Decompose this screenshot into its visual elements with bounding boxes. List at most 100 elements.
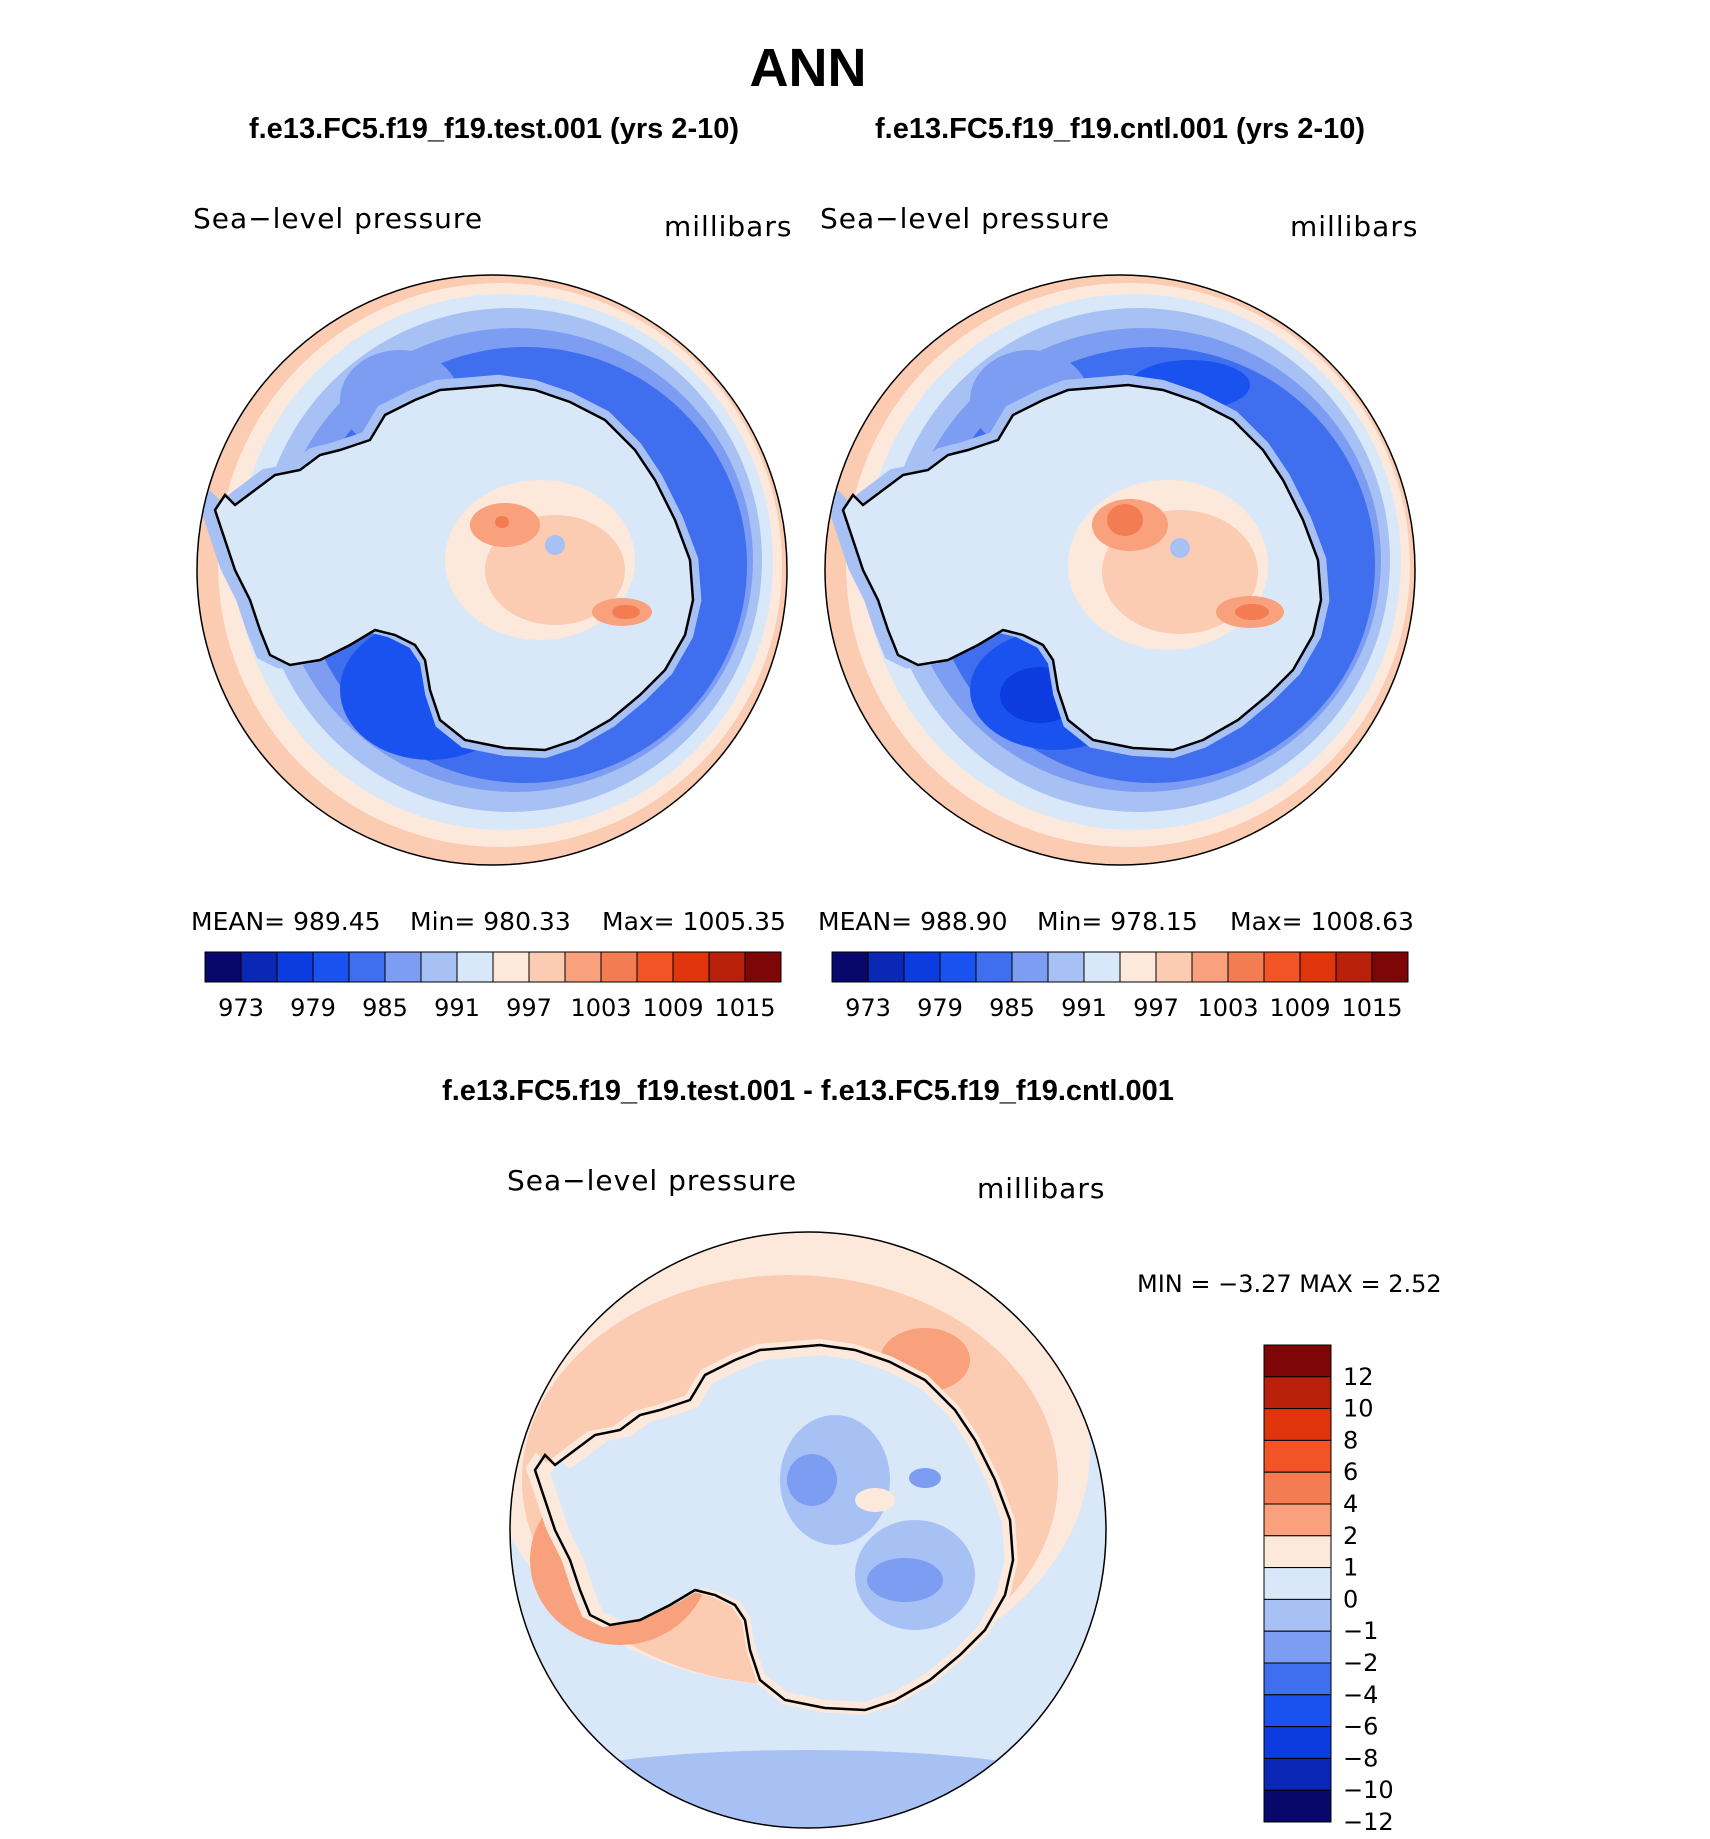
colorbar-cntl-swatch bbox=[975, 951, 1013, 983]
cntl-map bbox=[825, 275, 1415, 865]
colorbar-diff-swatch bbox=[1263, 1789, 1332, 1823]
colorbar-diff-swatch bbox=[1263, 1757, 1332, 1791]
colorbar-diff-swatch bbox=[1263, 1630, 1332, 1664]
colorbar-test-swatch bbox=[384, 951, 422, 983]
colorbar-diff-swatch bbox=[1263, 1344, 1332, 1378]
colorbar-test-swatch bbox=[456, 951, 494, 983]
colorbar-cntl-tick-label: 985 bbox=[989, 994, 1035, 1022]
test-mean: MEAN= 989.45 bbox=[191, 907, 381, 936]
colorbar-cntl-swatch bbox=[1119, 951, 1157, 983]
colorbar-test: 973 979 985 991 997 1003 1009 1015 bbox=[204, 951, 782, 1022]
colorbar-diff-tick-label: −12 bbox=[1343, 1808, 1394, 1836]
colorbar-cntl-swatch bbox=[1371, 951, 1409, 983]
colorbar-diff-swatch bbox=[1263, 1503, 1332, 1537]
colorbar-cntl-swatch bbox=[1155, 951, 1193, 983]
colorbar-cntl-swatch bbox=[1191, 951, 1229, 983]
colorbar-test-swatch bbox=[528, 951, 566, 983]
colorbar-cntl-swatch bbox=[1047, 951, 1085, 983]
cntl-mean: MEAN= 988.90 bbox=[818, 907, 1008, 936]
test-case-title: f.e13.FC5.f19_f19.test.001 (yrs 2-10) bbox=[249, 113, 739, 145]
colorbar-diff-tick-label: 8 bbox=[1343, 1426, 1358, 1454]
colorbar-test-tick-label: 1003 bbox=[570, 994, 631, 1022]
colorbar-diff-swatch bbox=[1263, 1598, 1332, 1632]
colorbar-diff-tick-label: 0 bbox=[1343, 1585, 1358, 1613]
colorbar-diff-swatch bbox=[1263, 1408, 1332, 1441]
cntl-min: Min= 978.15 bbox=[1037, 907, 1198, 936]
colorbar-test-tick-label: 1015 bbox=[714, 994, 775, 1022]
colorbar-diff-swatch bbox=[1263, 1726, 1332, 1759]
colorbar-cntl-swatch bbox=[1299, 951, 1337, 983]
test-units-label: millibars bbox=[664, 210, 792, 243]
colorbar-cntl-swatch bbox=[1011, 951, 1049, 983]
colorbar-diff-tick-label: 12 bbox=[1343, 1363, 1374, 1391]
colorbar-diff-swatch bbox=[1263, 1439, 1332, 1473]
colorbar-test-tick-label: 985 bbox=[362, 994, 408, 1022]
main-title: ANN bbox=[750, 38, 867, 98]
colorbar-test-swatch bbox=[564, 951, 602, 983]
colorbar-cntl-swatch bbox=[1263, 951, 1301, 983]
colorbar-cntl-tick-label: 997 bbox=[1133, 994, 1179, 1022]
colorbar-diff-tick-label: 6 bbox=[1343, 1458, 1358, 1486]
colorbar-diff-tick-label: 2 bbox=[1343, 1522, 1358, 1550]
colorbar-diff-swatch bbox=[1263, 1535, 1332, 1569]
colorbar-diff-tick-label: 4 bbox=[1343, 1490, 1358, 1518]
diff-map bbox=[510, 1232, 1106, 1828]
colorbar-test-swatch bbox=[672, 951, 710, 983]
colorbar-diff-tick-label: −1 bbox=[1343, 1617, 1378, 1645]
colorbar-diff-tick-label: 10 bbox=[1343, 1395, 1374, 1423]
colorbar-diff-tick-label: 1 bbox=[1343, 1554, 1358, 1582]
colorbar-diff-swatch bbox=[1263, 1471, 1332, 1505]
colorbar-cntl-swatch bbox=[903, 951, 941, 983]
colorbar-test-swatch bbox=[312, 951, 350, 983]
diff-minmax: MIN = −3.27 MAX = 2.52 bbox=[1137, 1270, 1442, 1298]
colorbar-cntl-swatch bbox=[867, 951, 905, 983]
panel-diff: f.e13.FC5.f19_f19.test.001 - f.e13.FC5.f… bbox=[442, 1075, 1442, 1836]
colorbar-test-swatch bbox=[240, 951, 278, 983]
colorbar-cntl-swatch bbox=[939, 951, 977, 983]
colorbar-test-swatch bbox=[744, 951, 782, 983]
colorbar-diff-tick-label: −10 bbox=[1343, 1776, 1394, 1804]
colorbar-cntl-swatch bbox=[1335, 951, 1373, 983]
colorbar-cntl-tick-label: 979 bbox=[917, 994, 963, 1022]
diff-units-label: millibars bbox=[977, 1172, 1105, 1205]
colorbar-cntl-swatch bbox=[1083, 951, 1121, 983]
colorbar-test-swatch bbox=[276, 951, 314, 983]
colorbar-diff-tick-label: −8 bbox=[1343, 1744, 1378, 1772]
cntl-variable-label: Sea−level pressure bbox=[820, 202, 1110, 235]
cntl-units-label: millibars bbox=[1290, 210, 1418, 243]
colorbar-cntl: 973 979 985 991 997 1003 1009 1015 bbox=[831, 951, 1409, 1022]
colorbar-test-swatch bbox=[348, 951, 386, 983]
colorbar-test-swatch bbox=[708, 951, 746, 983]
colorbar-cntl-tick-label: 991 bbox=[1061, 994, 1107, 1022]
colorbar-test-swatch bbox=[492, 951, 530, 983]
test-max: Max= 1005.35 bbox=[602, 907, 786, 936]
colorbar-test-swatch bbox=[636, 951, 674, 983]
colorbar-diff-tick-label: −6 bbox=[1343, 1713, 1378, 1741]
colorbar-test-tick-label: 991 bbox=[434, 994, 480, 1022]
colorbar-cntl-tick-label: 973 bbox=[845, 994, 891, 1022]
panel-test: f.e13.FC5.f19_f19.test.001 (yrs 2-10) Se… bbox=[191, 113, 792, 1022]
colorbar-diff-tick-label: −4 bbox=[1343, 1681, 1378, 1709]
colorbar-test-tick-label: 1009 bbox=[642, 994, 703, 1022]
test-variable-label: Sea−level pressure bbox=[193, 202, 483, 235]
colorbar-cntl-swatch bbox=[831, 951, 869, 983]
colorbar-diff-swatch bbox=[1263, 1567, 1332, 1600]
diff-variable-label: Sea−level pressure bbox=[507, 1164, 797, 1197]
cntl-max: Max= 1008.63 bbox=[1230, 907, 1414, 936]
cntl-case-title: f.e13.FC5.f19_f19.cntl.001 (yrs 2-10) bbox=[875, 113, 1365, 145]
colorbar-test-tick-label: 997 bbox=[506, 994, 552, 1022]
panel-cntl: f.e13.FC5.f19_f19.cntl.001 (yrs 2-10) Se… bbox=[818, 113, 1418, 1022]
colorbar-test-swatch bbox=[204, 951, 242, 983]
colorbar-cntl-swatch bbox=[1227, 951, 1265, 983]
colorbar-diff-swatch bbox=[1263, 1662, 1332, 1696]
colorbar-diff-swatch bbox=[1263, 1376, 1332, 1410]
test-min: Min= 980.33 bbox=[410, 907, 571, 936]
colorbar-test-swatch bbox=[420, 951, 458, 983]
colorbar-diff-swatch bbox=[1263, 1694, 1332, 1728]
test-map bbox=[197, 275, 787, 865]
colorbar-cntl-tick-label: 1003 bbox=[1197, 994, 1258, 1022]
colorbar-test-tick-label: 979 bbox=[290, 994, 336, 1022]
diff-title: f.e13.FC5.f19_f19.test.001 - f.e13.FC5.f… bbox=[442, 1075, 1174, 1107]
